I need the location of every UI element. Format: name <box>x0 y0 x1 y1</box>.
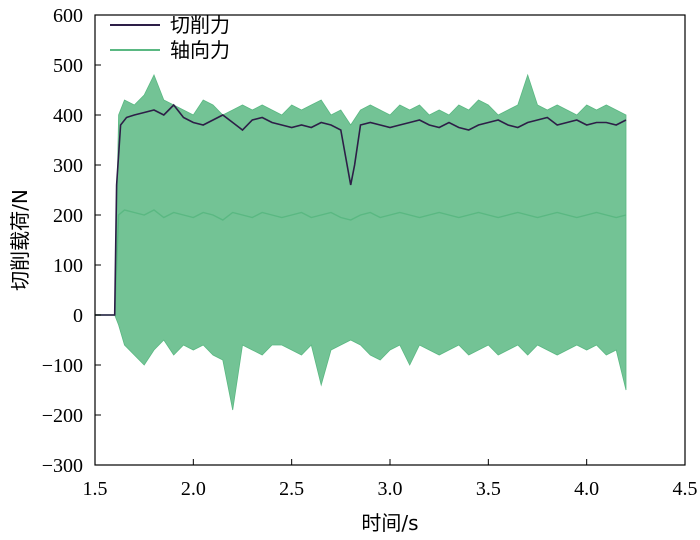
y-tick-label: 500 <box>53 55 83 77</box>
ticks: 1.5 2.0 2.5 3.0 3.5 4.0 4.5 600 500 400 300 200 100 0… <box>42 5 698 500</box>
x-tick-label: 2.5 <box>279 478 304 500</box>
legend: 切削力 轴向力 <box>110 13 230 62</box>
y-tick-label: −300 <box>42 455 83 477</box>
y-tick-label: 0 <box>73 305 83 327</box>
y-tick-label: 400 <box>53 105 83 127</box>
series-axial-force-line <box>95 209 627 316</box>
series-cutting-force-line <box>95 103 627 316</box>
x-tick-label: 2.0 <box>181 478 206 500</box>
y-axis-title: 切削载荷/N <box>8 189 32 291</box>
series-axial-force-band <box>95 73 627 411</box>
y-tick-label: 200 <box>53 205 83 227</box>
y-tick-label: 600 <box>53 5 83 27</box>
legend-label-cutting-force: 切削力 <box>170 13 230 37</box>
x-tick-label: 4.5 <box>673 478 698 500</box>
y-tick-label: 100 <box>53 255 83 277</box>
legend-label-axial-force: 轴向力 <box>170 38 230 62</box>
series-axial-force-group <box>95 73 627 411</box>
x-tick-label: 1.5 <box>83 478 108 500</box>
y-tick-label: −200 <box>42 405 83 427</box>
x-tick-label: 4.0 <box>574 478 599 500</box>
y-tick-label: 300 <box>53 155 83 177</box>
plot-frame <box>94 14 686 466</box>
x-axis-title: 时间/s <box>361 511 418 535</box>
x-tick-label: 3.5 <box>476 478 501 500</box>
y-tick-label: −100 <box>42 355 83 377</box>
x-tick-label: 3.0 <box>378 478 403 500</box>
